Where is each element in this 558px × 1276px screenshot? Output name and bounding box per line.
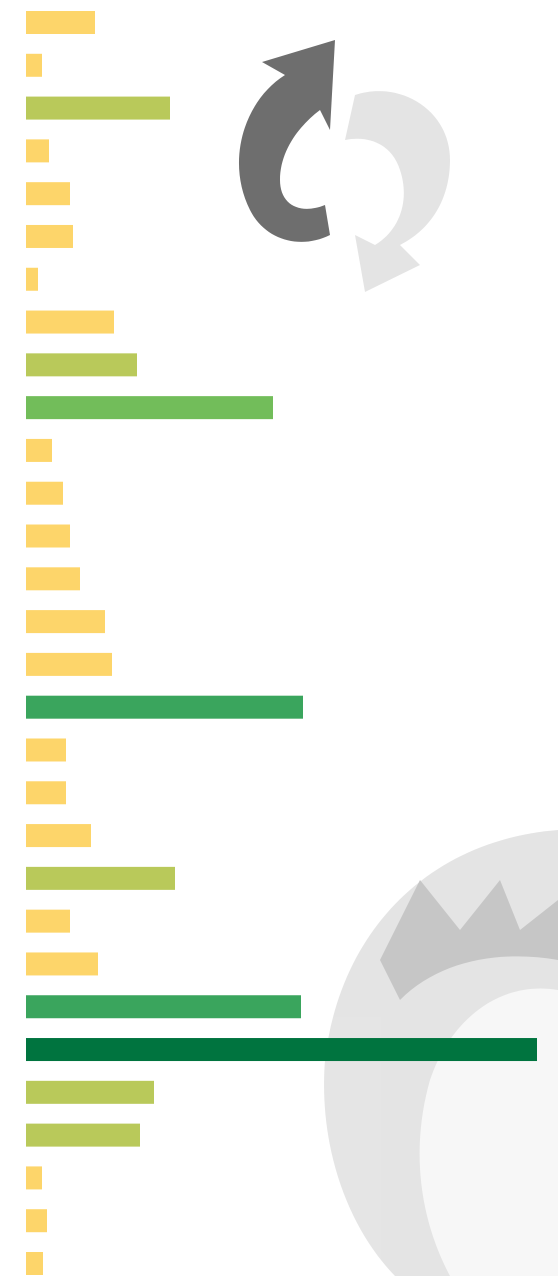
bar (26, 1252, 43, 1275)
bar (26, 567, 80, 591)
bar (26, 1123, 140, 1147)
bar (26, 866, 175, 890)
bar (26, 652, 112, 676)
bar (26, 1209, 47, 1233)
bar (26, 310, 114, 334)
bar (26, 524, 70, 548)
bar (26, 995, 301, 1019)
bar (26, 139, 49, 163)
bars (26, 11, 537, 1275)
bar (26, 96, 170, 120)
bar (26, 824, 91, 848)
bar (26, 11, 95, 34)
bar (26, 952, 98, 976)
bar (26, 53, 42, 77)
light-arrow (345, 91, 450, 292)
bar (26, 738, 66, 762)
bar (26, 1038, 537, 1062)
bar (26, 1166, 42, 1190)
bar (26, 224, 73, 248)
bar (26, 267, 38, 291)
bar (26, 353, 137, 377)
bar (26, 781, 66, 805)
bar (26, 695, 303, 719)
logo-crown (380, 880, 558, 1000)
dark-arrow (238, 40, 335, 242)
bar (26, 438, 52, 462)
bar (26, 396, 273, 420)
bar (26, 1080, 154, 1104)
bar (26, 182, 70, 206)
bar (26, 909, 70, 933)
bar (26, 610, 105, 634)
recycle-arrows (238, 40, 450, 292)
bar (26, 481, 63, 505)
